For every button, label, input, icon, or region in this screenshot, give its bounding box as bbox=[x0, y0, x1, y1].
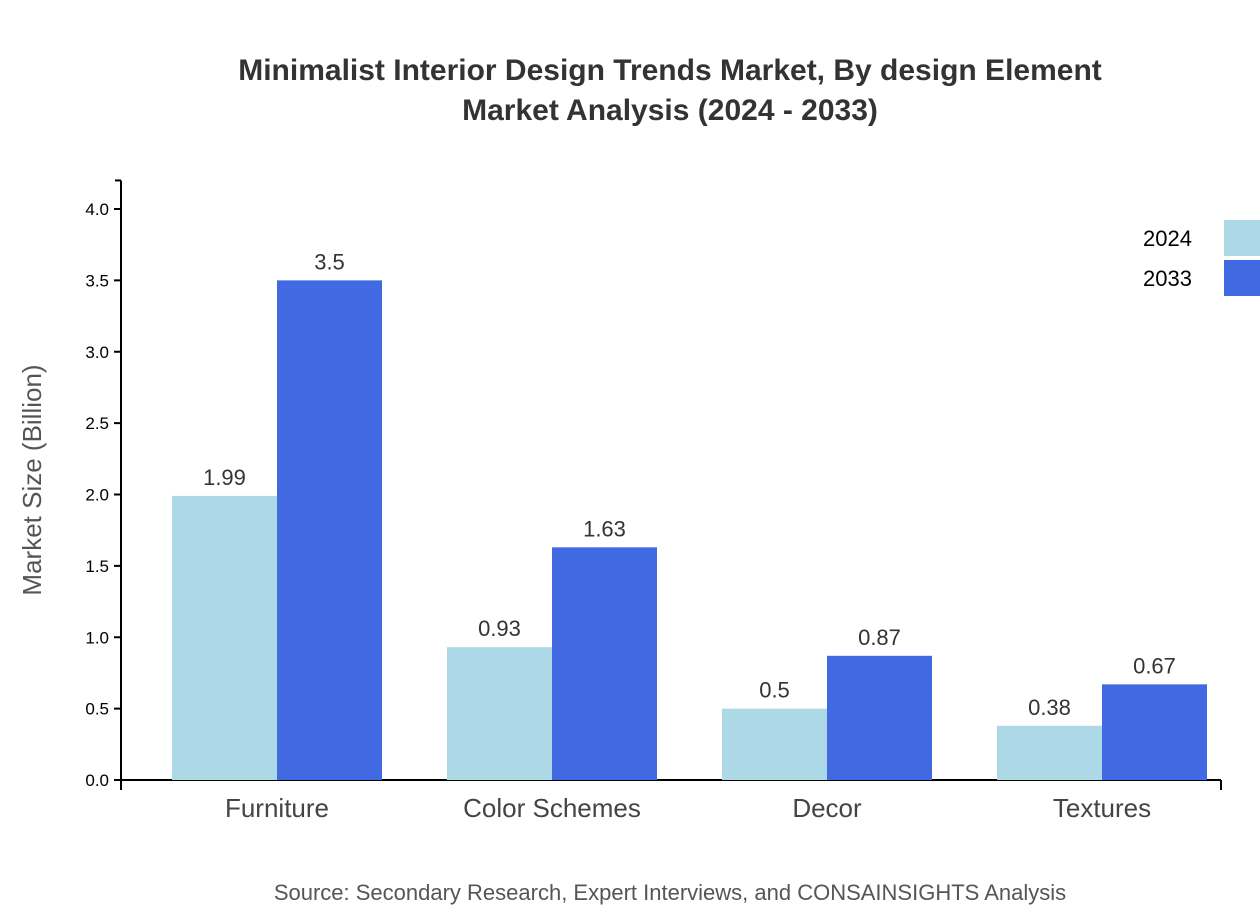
data-label: 0.67 bbox=[1133, 653, 1176, 678]
x-tick-label: Furniture bbox=[225, 793, 329, 823]
chart-title-line-2: Market Analysis (2024 - 2033) bbox=[462, 94, 878, 127]
legend-label: 2024 bbox=[1143, 226, 1192, 251]
y-tick-label: 0.5 bbox=[85, 700, 109, 719]
bar-2024 bbox=[447, 647, 552, 780]
bar-2033 bbox=[827, 655, 932, 780]
bar-2033 bbox=[277, 280, 382, 780]
x-tick-label: Color Schemes bbox=[463, 793, 641, 823]
data-label: 1.99 bbox=[203, 465, 246, 490]
y-tick-label: 2.0 bbox=[85, 486, 109, 505]
y-tick-label: 1.5 bbox=[85, 557, 109, 576]
bar-2033 bbox=[552, 547, 657, 780]
data-label: 1.63 bbox=[583, 516, 626, 541]
chart-title-line-1: Minimalist Interior Design Trends Market… bbox=[238, 54, 1102, 87]
y-tick-label: 3.0 bbox=[85, 343, 109, 362]
data-label: 0.93 bbox=[478, 616, 521, 641]
bar-2033 bbox=[1102, 684, 1207, 780]
bar-2024 bbox=[172, 495, 277, 780]
x-tick-label: Decor bbox=[792, 793, 862, 823]
legend-swatch-2033 bbox=[1224, 260, 1260, 296]
y-axis-label: Market Size (Billion) bbox=[17, 364, 47, 595]
y-tick-label: 0.0 bbox=[85, 771, 109, 790]
bar-2024 bbox=[722, 708, 827, 780]
y-tick-label: 2.5 bbox=[85, 414, 109, 433]
legend-label: 2033 bbox=[1143, 266, 1192, 291]
data-label: 0.5 bbox=[759, 678, 790, 703]
legend-swatch-2024 bbox=[1224, 220, 1260, 256]
y-tick-label: 1.0 bbox=[85, 628, 109, 647]
y-tick-label: 3.5 bbox=[85, 271, 109, 290]
x-tick-label: Textures bbox=[1053, 793, 1151, 823]
y-tick-label: 4.0 bbox=[85, 200, 109, 219]
data-label: 3.5 bbox=[314, 249, 345, 274]
data-label: 0.87 bbox=[858, 625, 901, 650]
source-note: Source: Secondary Research, Expert Inter… bbox=[274, 880, 1066, 905]
bar-2024 bbox=[997, 725, 1102, 780]
data-label: 0.38 bbox=[1028, 695, 1071, 720]
